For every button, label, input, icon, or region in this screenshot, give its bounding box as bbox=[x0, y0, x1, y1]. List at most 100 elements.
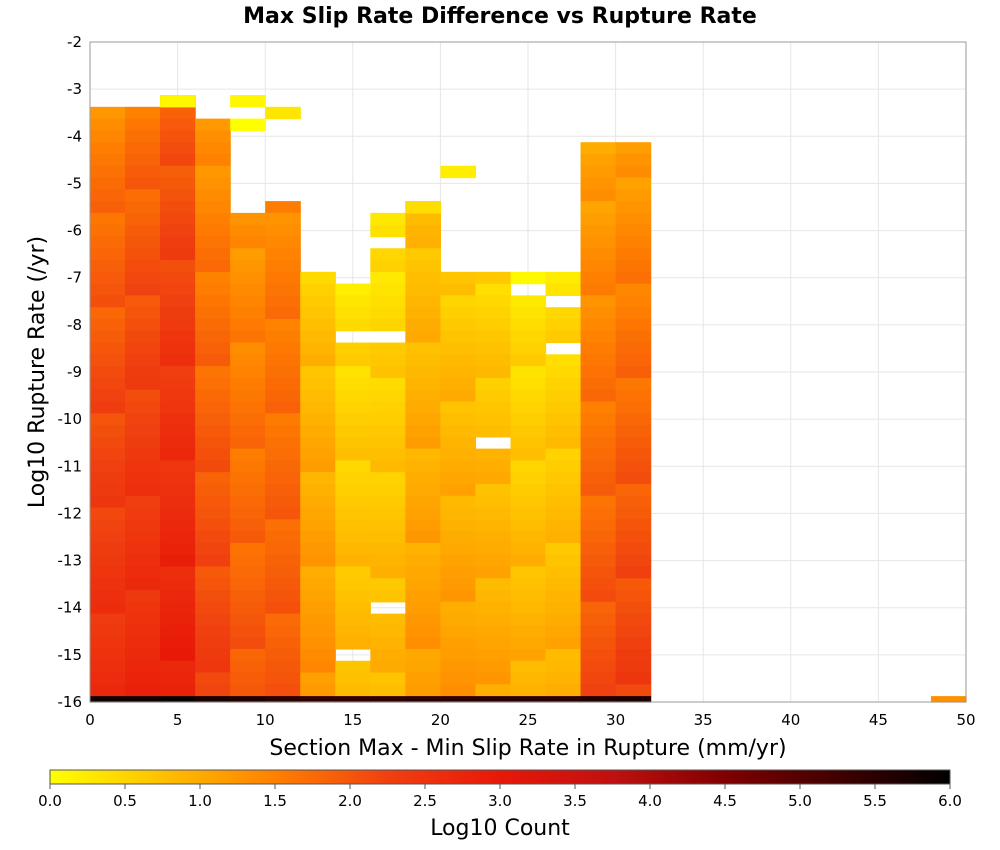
heatmap-cell bbox=[230, 283, 266, 296]
heatmap-cell bbox=[125, 554, 161, 568]
heatmap-cell bbox=[475, 389, 512, 403]
heatmap-cell bbox=[615, 307, 652, 320]
heatmap-cell bbox=[545, 531, 582, 544]
heatmap-cell bbox=[545, 330, 582, 344]
heatmap-cell bbox=[510, 342, 547, 355]
heatmap-cell bbox=[125, 472, 161, 485]
heatmap-cell bbox=[475, 519, 512, 532]
heatmap-cell bbox=[230, 224, 266, 238]
heatmap-cell bbox=[160, 130, 196, 143]
heatmap-cell bbox=[125, 130, 161, 143]
heatmap-cell bbox=[475, 342, 512, 355]
heatmap-cell bbox=[615, 236, 652, 249]
heatmap-cell bbox=[265, 425, 301, 438]
heatmap-cell bbox=[580, 295, 617, 308]
heatmap-cell bbox=[265, 672, 301, 685]
heatmap-cell bbox=[195, 354, 231, 367]
heatmap-cell bbox=[615, 684, 652, 697]
heatmap-cell bbox=[300, 436, 336, 450]
heatmap-cell bbox=[405, 483, 441, 497]
heatmap-cell bbox=[545, 460, 582, 473]
heatmap-cell bbox=[405, 425, 441, 438]
heatmap-cell bbox=[475, 366, 512, 379]
heatmap-cell bbox=[160, 177, 196, 190]
heatmap-cell bbox=[230, 590, 266, 603]
heatmap-cell bbox=[195, 625, 231, 638]
heatmap-cell bbox=[405, 283, 441, 296]
heatmap-cell bbox=[615, 696, 652, 703]
heatmap-cell bbox=[230, 271, 266, 285]
x-tick-label: 35 bbox=[694, 711, 713, 729]
heatmap-cell bbox=[440, 590, 477, 603]
heatmap-cell bbox=[510, 389, 547, 403]
heatmap-cell bbox=[300, 460, 336, 473]
heatmap-cell bbox=[580, 531, 617, 544]
heatmap-cell bbox=[580, 648, 617, 662]
heatmap-cell bbox=[90, 212, 126, 226]
heatmap-cell bbox=[335, 531, 371, 544]
heatmap-cell bbox=[545, 354, 582, 367]
heatmap-cell bbox=[580, 189, 617, 202]
heatmap-cell bbox=[615, 177, 652, 190]
heatmap-cell bbox=[160, 307, 196, 320]
heatmap-cell bbox=[160, 260, 196, 273]
heatmap-cell bbox=[475, 307, 512, 320]
heatmap-cell bbox=[615, 425, 652, 438]
heatmap-cell bbox=[125, 684, 161, 697]
heatmap-cell bbox=[440, 460, 477, 473]
heatmap-cell bbox=[545, 578, 582, 591]
heatmap-cell bbox=[475, 590, 512, 603]
heatmap-cell bbox=[475, 448, 512, 461]
heatmap-cell bbox=[440, 425, 477, 438]
heatmap-cell bbox=[230, 495, 266, 509]
heatmap-cell bbox=[160, 413, 196, 426]
heatmap-cell bbox=[580, 401, 617, 414]
heatmap-cell bbox=[335, 318, 371, 332]
heatmap-cell bbox=[440, 696, 477, 703]
heatmap-cell bbox=[510, 648, 547, 662]
heatmap-cell bbox=[90, 189, 126, 202]
heatmap-cell bbox=[615, 212, 652, 226]
heatmap-cell bbox=[90, 130, 126, 143]
heatmap-cell bbox=[580, 625, 617, 638]
heatmap-cell bbox=[510, 590, 547, 603]
heatmap-cell bbox=[195, 578, 231, 591]
heatmap-cell bbox=[440, 401, 477, 414]
heatmap-cell bbox=[545, 307, 582, 320]
heatmap-cell bbox=[230, 354, 266, 367]
heatmap-cell bbox=[405, 366, 441, 379]
heatmap-cell bbox=[90, 696, 126, 703]
heatmap-cell bbox=[90, 248, 126, 261]
heatmap-cell bbox=[160, 460, 196, 473]
heatmap-cell bbox=[300, 413, 336, 426]
heatmap-cell bbox=[510, 684, 547, 697]
heatmap-cell bbox=[580, 448, 617, 461]
heatmap-cell bbox=[195, 177, 231, 190]
heatmap-cell bbox=[195, 366, 231, 379]
heatmap-cell bbox=[195, 531, 231, 544]
heatmap-cell bbox=[90, 201, 126, 214]
heatmap-cell bbox=[475, 460, 512, 473]
heatmap-cell bbox=[160, 106, 196, 120]
heatmap-cell bbox=[405, 578, 441, 591]
heatmap-cell bbox=[300, 377, 336, 391]
heatmap-cell bbox=[405, 554, 441, 568]
heatmap-cell bbox=[580, 672, 617, 685]
heatmap-cell bbox=[90, 684, 126, 697]
heatmap-cell bbox=[300, 401, 336, 414]
heatmap-cell bbox=[195, 696, 231, 703]
heatmap-cell bbox=[545, 519, 582, 532]
heatmap-cell bbox=[265, 554, 301, 568]
heatmap-cell bbox=[195, 377, 231, 391]
heatmap-cell bbox=[370, 460, 406, 473]
heatmap-cell bbox=[125, 389, 161, 403]
heatmap-cell bbox=[545, 637, 582, 650]
heatmap-cell bbox=[265, 201, 301, 214]
heatmap-cell bbox=[370, 578, 406, 591]
heatmap-cell bbox=[265, 224, 301, 238]
heatmap-cell bbox=[90, 436, 126, 450]
heatmap-cell bbox=[370, 212, 406, 226]
heatmap-cell bbox=[265, 507, 301, 520]
heatmap-cell bbox=[195, 460, 231, 473]
heatmap-cell bbox=[265, 648, 301, 662]
